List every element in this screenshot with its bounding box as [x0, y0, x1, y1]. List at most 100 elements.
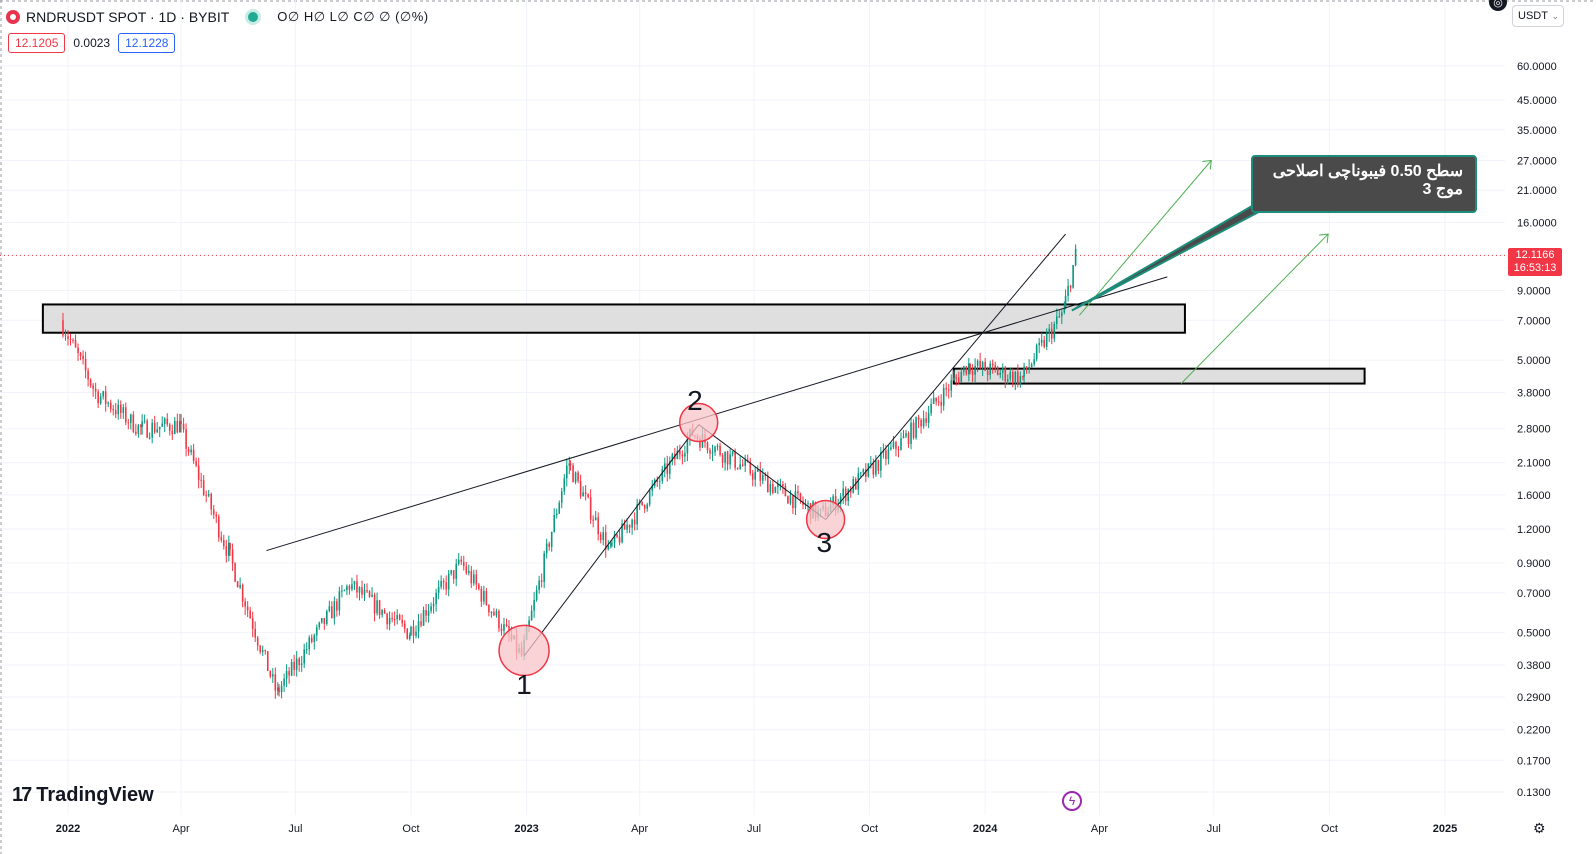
candle-body: [328, 606, 331, 611]
candle-body: [300, 663, 303, 666]
candle-body: [1035, 345, 1038, 360]
wave-label-2: 2: [687, 385, 703, 416]
candle-body: [278, 687, 280, 693]
candle-body: [847, 489, 850, 502]
candle-body: [1040, 339, 1043, 343]
scroll-top-icon[interactable]: ◎: [1489, 0, 1507, 11]
flash-icon[interactable]: ϟ: [1062, 791, 1082, 811]
candle-body: [599, 534, 602, 540]
annotation-callout[interactable]: سطح 0.50 فیبوناچی اصلاحی موج 3: [1251, 155, 1477, 213]
candle-body: [210, 493, 213, 510]
candle-body: [952, 377, 955, 381]
candle-body: [485, 591, 488, 605]
candle-body: [658, 481, 661, 483]
candle-body: [574, 472, 577, 483]
candle-body: [415, 631, 417, 636]
candle-body: [475, 574, 478, 585]
candle-body: [963, 366, 965, 372]
candle-body: [584, 492, 587, 494]
candle-body: [875, 460, 877, 475]
price-tick-label: 5.0000: [1517, 355, 1551, 367]
sell-price-button[interactable]: 12.1205: [8, 33, 66, 53]
candle-body: [597, 517, 599, 535]
chart-header: RNDRUSDT SPOT · 1D · BYBIT O∅ H∅ L∅ C∅ ∅…: [6, 6, 429, 28]
candle-body: [643, 504, 646, 509]
wave-3-circle: [805, 499, 846, 540]
brand-name: TradingView: [36, 784, 154, 806]
candle-body: [910, 422, 912, 444]
candle-body: [288, 671, 290, 676]
candle-body: [1048, 328, 1051, 334]
tradingview-logo[interactable]: 17 TradingView: [12, 784, 154, 807]
candle-body: [166, 418, 169, 425]
time-axis[interactable]: 2022 Apr Jul Oct 2023 Apr Jul Oct 2024 Apr Jul Oct 2…: [56, 823, 1457, 835]
candle-body: [185, 429, 187, 449]
candle-body: [772, 484, 774, 493]
candle-body: [445, 582, 447, 590]
bid-ask-panel: 12.1205 0.0023 12.1228: [8, 33, 176, 53]
candle-body: [535, 590, 538, 600]
candle-body: [706, 442, 709, 451]
candle-body: [684, 453, 686, 457]
candle-body: [950, 380, 953, 391]
candle-body: [207, 493, 210, 496]
price-tick-label: 1.6000: [1517, 490, 1551, 502]
candle-body: [180, 421, 182, 424]
candle-body: [171, 430, 174, 435]
candle-body: [548, 543, 550, 547]
candle-body: [915, 417, 917, 438]
candle-body: [231, 549, 234, 564]
candle-body: [872, 462, 875, 475]
candle-body: [589, 497, 592, 520]
currency-select[interactable]: USDT ⌄: [1512, 5, 1564, 27]
candle-body: [264, 650, 267, 652]
price-tick-label: 0.7000: [1517, 588, 1551, 600]
candle-body: [1072, 265, 1074, 288]
candle-body: [920, 419, 922, 427]
candle-body: [902, 436, 905, 439]
candle-body: [148, 437, 151, 439]
candle-body: [797, 491, 799, 494]
candle-body: [470, 570, 473, 584]
wave-line-3-up: [825, 233, 1066, 520]
candle-body: [1067, 285, 1069, 297]
settings-gear-icon[interactable]: ⚙: [1533, 820, 1546, 836]
candle-body: [135, 431, 137, 434]
candle-body: [885, 450, 887, 459]
candle-body: [862, 469, 865, 473]
candle-body: [890, 447, 892, 450]
candle-body: [648, 490, 651, 505]
price-axis[interactable]: 60.0000 45.0000 35.0000 27.0000 21.0000 16.00…: [1517, 61, 1557, 799]
candle-body: [161, 423, 164, 427]
candle-body: [182, 423, 185, 430]
candle-body: [79, 352, 82, 356]
candle-body: [731, 451, 734, 455]
candle-body: [315, 627, 318, 636]
wave-1-circle: [498, 624, 550, 677]
candle-body: [249, 610, 251, 619]
candle-body: [669, 461, 671, 474]
candle-body: [887, 449, 890, 459]
candle-body: [119, 404, 122, 413]
candle-body: [721, 454, 724, 463]
candle-body: [859, 472, 862, 474]
candle-body: [460, 559, 463, 562]
candle-body: [560, 491, 563, 503]
symbol-title[interactable]: RNDRUSDT SPOT · 1D · BYBIT: [26, 9, 230, 25]
candle-body: [651, 485, 654, 491]
candle-body: [176, 420, 179, 433]
candle-body: [895, 441, 897, 450]
candle-body: [378, 600, 381, 615]
candle-body: [976, 360, 979, 366]
candle-body: [274, 674, 277, 691]
ohlc-readout: O∅ H∅ L∅ C∅ ∅ (∅%): [277, 9, 429, 24]
candle-body: [338, 591, 341, 611]
candle-body: [937, 401, 940, 403]
candle-body: [792, 495, 794, 509]
buy-price-button[interactable]: 12.1228: [118, 33, 176, 53]
candle-body: [117, 404, 120, 415]
candle-body: [568, 463, 571, 466]
candle-body: [999, 372, 1002, 376]
candle-body: [681, 454, 684, 457]
